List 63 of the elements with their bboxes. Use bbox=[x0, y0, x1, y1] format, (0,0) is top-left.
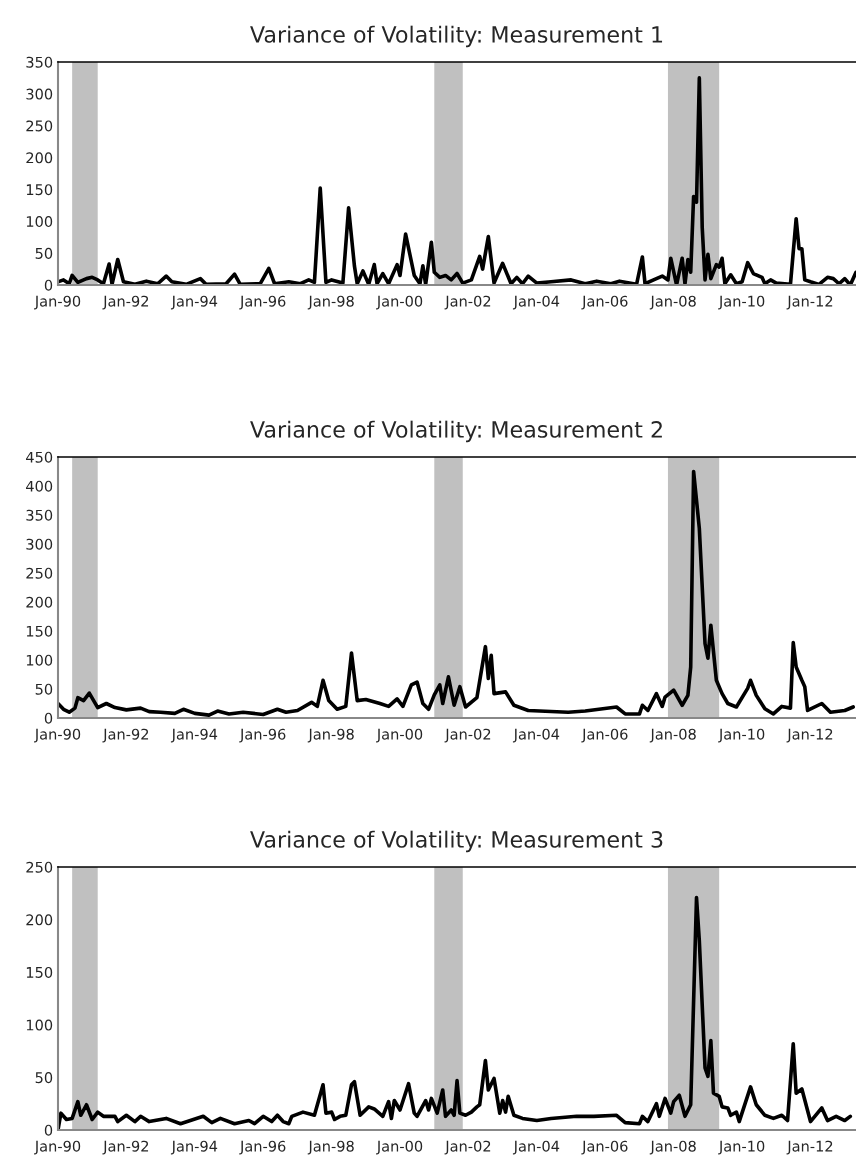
chart-title: Variance of Volatility: Measurement 2 bbox=[250, 420, 662, 443]
y-tick-label: 350 bbox=[26, 509, 53, 521]
y-tick-label: 100 bbox=[26, 216, 53, 228]
y-tick-label: 350 bbox=[26, 56, 53, 68]
y-tick-label: 250 bbox=[26, 567, 53, 579]
y-tick-label: 150 bbox=[26, 184, 53, 196]
x-tick-label: Jan-08 bbox=[649, 295, 696, 310]
x-tick-label: Jan-06 bbox=[581, 728, 628, 743]
x-tick-label: Jan-10 bbox=[718, 728, 765, 743]
y-tick-label: 400 bbox=[26, 480, 53, 492]
y-tick-label: 250 bbox=[26, 120, 53, 132]
y-tick-label: 300 bbox=[26, 88, 53, 100]
x-tick-label: Jan-12 bbox=[786, 1140, 833, 1155]
x-tick-label: Jan-92 bbox=[102, 728, 149, 743]
x-tick-label: Jan-96 bbox=[239, 1140, 286, 1155]
y-tick-label: 200 bbox=[26, 914, 53, 926]
x-tick-label: Jan-92 bbox=[102, 1140, 149, 1155]
x-tick-label: Jan-06 bbox=[581, 295, 628, 310]
y-tick-label: 0 bbox=[44, 712, 53, 724]
x-tick-label: Jan-02 bbox=[444, 295, 491, 310]
y-tick-label: 0 bbox=[44, 279, 53, 291]
y-tick-label: 100 bbox=[26, 1019, 53, 1031]
x-tick-label: Jan-94 bbox=[170, 728, 218, 743]
y-tick-label: 50 bbox=[35, 683, 53, 695]
x-tick-label: Jan-98 bbox=[307, 728, 354, 743]
chart-title: Variance of Volatility: Measurement 3 bbox=[250, 830, 663, 853]
y-tick-label: 0 bbox=[44, 1124, 53, 1136]
y-tick-label: 50 bbox=[35, 1072, 53, 1084]
x-tick-label: Jan-90 bbox=[34, 728, 81, 743]
x-tick-label: Jan-10 bbox=[718, 1140, 765, 1155]
x-tick-label: Jan-00 bbox=[376, 728, 423, 743]
x-tick-label: Jan-02 bbox=[444, 1140, 491, 1155]
x-tick-label: Jan-96 bbox=[239, 295, 286, 310]
y-tick-label: 200 bbox=[26, 152, 53, 164]
y-tick-label: 100 bbox=[26, 654, 53, 666]
x-tick-label: Jan-94 bbox=[170, 295, 218, 310]
y-tick-label: 50 bbox=[35, 247, 53, 259]
y-tick-label: 200 bbox=[26, 596, 53, 608]
y-tick-label: 300 bbox=[26, 538, 53, 550]
x-tick-label: Jan-12 bbox=[786, 728, 833, 743]
y-tick-label: 250 bbox=[26, 861, 53, 873]
x-tick-label: Jan-12 bbox=[786, 295, 833, 310]
chart-title: Variance of Volatility: Measurement 1 bbox=[250, 25, 663, 48]
x-tick-label: Jan-00 bbox=[376, 1140, 423, 1155]
x-tick-label: Jan-90 bbox=[34, 1140, 81, 1155]
y-tick-label: 450 bbox=[26, 451, 53, 463]
x-tick-label: Jan-96 bbox=[239, 728, 286, 743]
x-tick-label: Jan-10 bbox=[718, 295, 765, 310]
x-tick-label: Jan-00 bbox=[376, 295, 423, 310]
x-tick-label: Jan-02 bbox=[444, 728, 491, 743]
x-tick-label: Jan-04 bbox=[512, 295, 560, 310]
x-tick-label: Jan-94 bbox=[170, 1140, 218, 1155]
y-tick-label: 150 bbox=[26, 625, 53, 637]
x-tick-label: Jan-04 bbox=[512, 1140, 560, 1155]
x-tick-label: Jan-06 bbox=[581, 1140, 628, 1155]
x-tick-label: Jan-08 bbox=[649, 728, 696, 743]
x-tick-label: Jan-04 bbox=[512, 728, 560, 743]
x-tick-label: Jan-98 bbox=[307, 295, 354, 310]
y-tick-label: 150 bbox=[26, 966, 53, 978]
x-tick-label: Jan-90 bbox=[34, 295, 81, 310]
x-tick-label: Jan-08 bbox=[649, 1140, 696, 1155]
x-tick-label: Jan-98 bbox=[307, 1140, 354, 1155]
x-tick-label: Jan-92 bbox=[102, 295, 149, 310]
